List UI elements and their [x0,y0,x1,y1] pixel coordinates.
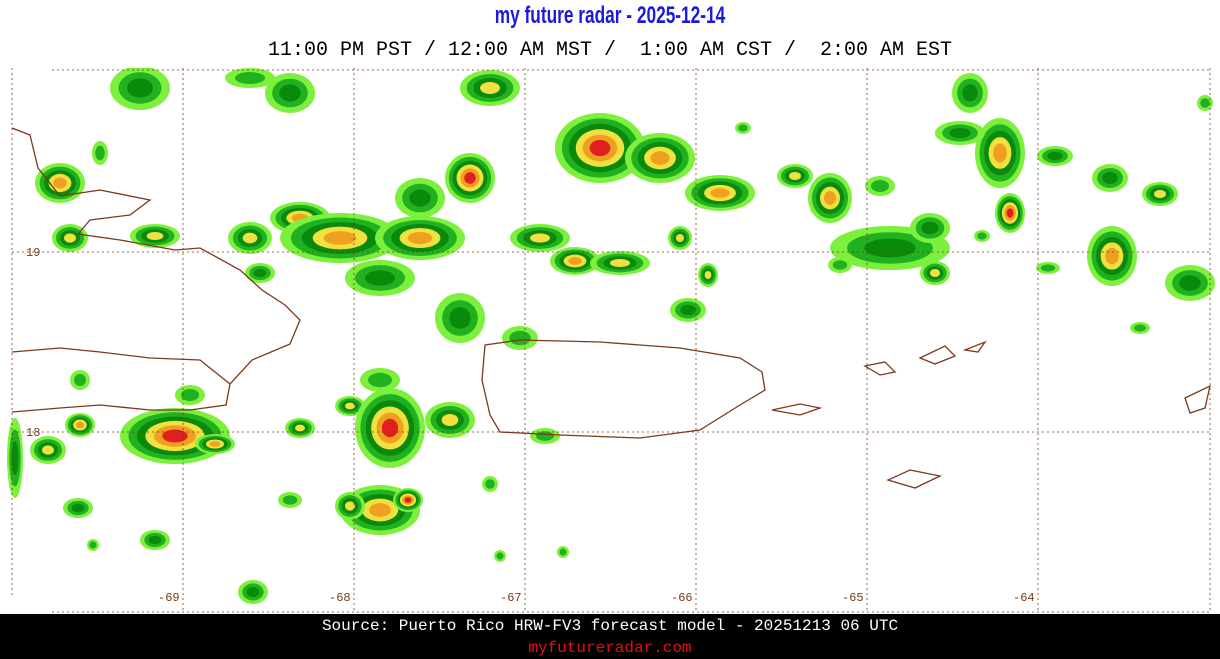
lon-label: -67 [500,591,522,605]
st-croix [886,469,943,489]
radar-echo [89,541,97,549]
radar-echo [449,307,471,329]
radar-echo [74,374,86,386]
lon-label: -65 [842,591,864,605]
radar-echo [589,139,611,157]
map: -69 -68 -67 -66 -65 -64 19 18 [7,68,1215,613]
source: Source: Puerto Rico HRW-FV3 forecast mod… [321,617,899,635]
radar-echo [75,421,85,429]
radar-echo [42,445,54,455]
radar-echo [559,548,567,556]
radar-echo [1040,264,1056,272]
puerto-rico-coast [481,339,766,439]
radar-echo [235,72,265,84]
radar-echo [1047,151,1063,161]
radar-echo [1200,98,1210,108]
radar-echo [253,268,267,278]
radar-echo [496,552,504,560]
radar-echo [710,188,730,198]
radar-echo [11,440,19,476]
radar-echo [680,304,696,316]
radar-echo [345,501,355,511]
radar-echo [832,260,848,270]
title: my future radar - 2025-12-14 [494,2,726,29]
radar-echo [323,231,357,245]
radar-echo [95,145,105,161]
site-link[interactable]: myfutureradar.com [528,639,692,657]
radar-echo [146,232,164,240]
radar-echo [162,429,188,443]
virgin-islands [863,340,1211,414]
radar-echo [676,234,684,242]
radar-echo [1154,190,1166,198]
radar-echo [1102,172,1118,184]
radar-echo [1006,208,1014,218]
lon-label: -66 [671,591,693,605]
radar-echo [789,172,801,180]
radar-echo [993,143,1007,163]
radar-echo [127,78,153,98]
hispaniola-south-coast [11,347,231,385]
grid [11,68,1212,613]
radar-echo [71,503,85,513]
hispaniola-coast [11,127,301,413]
radar-echo [1179,275,1201,291]
radar-echo [949,127,971,139]
radar-echo [365,270,395,286]
vieques [771,403,823,416]
radar-echo [610,259,630,267]
radar-echo [53,177,67,189]
radar-echo [246,586,260,598]
radar-echo [1105,247,1119,265]
lat-label: 19 [26,246,40,260]
lon-label: -69 [158,591,180,605]
radar-echo [568,257,582,265]
radar-echo [345,402,355,410]
radar-echo [242,232,258,244]
radar-echo [368,372,392,388]
radar-echo [282,495,298,505]
radar-echo [536,431,554,441]
radar-echo [871,180,889,192]
radar-echo [480,82,500,94]
radar-echo [279,84,301,102]
radar-echo [441,414,459,426]
radar-echo [977,232,987,240]
radar-echo [485,479,495,489]
radar-echo [650,151,670,165]
radar-echo [181,389,199,401]
lon-label: -64 [1013,591,1035,605]
radar-echo [738,124,748,132]
radar-echo [295,424,305,432]
radar-echo [64,233,76,243]
subtitle: 11:00 PM PST / 12:00 AM MST / 1:00 AM CS… [267,39,953,62]
radar-echo [509,330,531,346]
radar-echo [864,238,916,258]
lat-label: 18 [26,426,40,440]
radar-layer [7,68,1215,604]
lon-label: -68 [329,591,351,605]
footer: Source: Puerto Rico HRW-FV3 forecast mod… [0,614,1220,659]
radar-echo [1134,324,1146,332]
radar-echo [921,221,939,235]
radar-echo [148,535,162,545]
radar-echo [404,497,412,503]
radar-echo [409,189,431,207]
radar-echo [930,269,940,277]
radar-echo [962,84,978,102]
radar-echo [407,232,433,244]
radar-echo [464,172,476,184]
radar-echo [381,418,399,438]
radar-echo [209,441,221,447]
radar-echo [369,503,391,517]
coastlines [11,127,1211,489]
radar-echo [530,233,550,243]
radar-echo [824,191,836,205]
radar-echo [704,271,712,279]
